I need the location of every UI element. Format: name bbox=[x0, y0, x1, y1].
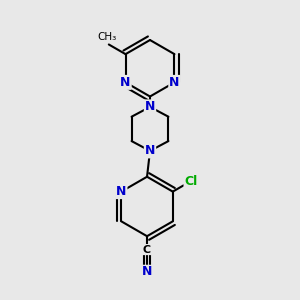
Text: N: N bbox=[169, 76, 180, 89]
Text: CH₃: CH₃ bbox=[98, 32, 117, 42]
Text: N: N bbox=[120, 76, 131, 89]
Text: Cl: Cl bbox=[184, 175, 197, 188]
Text: C: C bbox=[143, 244, 151, 255]
Text: N: N bbox=[145, 144, 155, 158]
Text: N: N bbox=[142, 266, 152, 278]
Text: N: N bbox=[116, 185, 127, 198]
Text: N: N bbox=[145, 100, 155, 113]
